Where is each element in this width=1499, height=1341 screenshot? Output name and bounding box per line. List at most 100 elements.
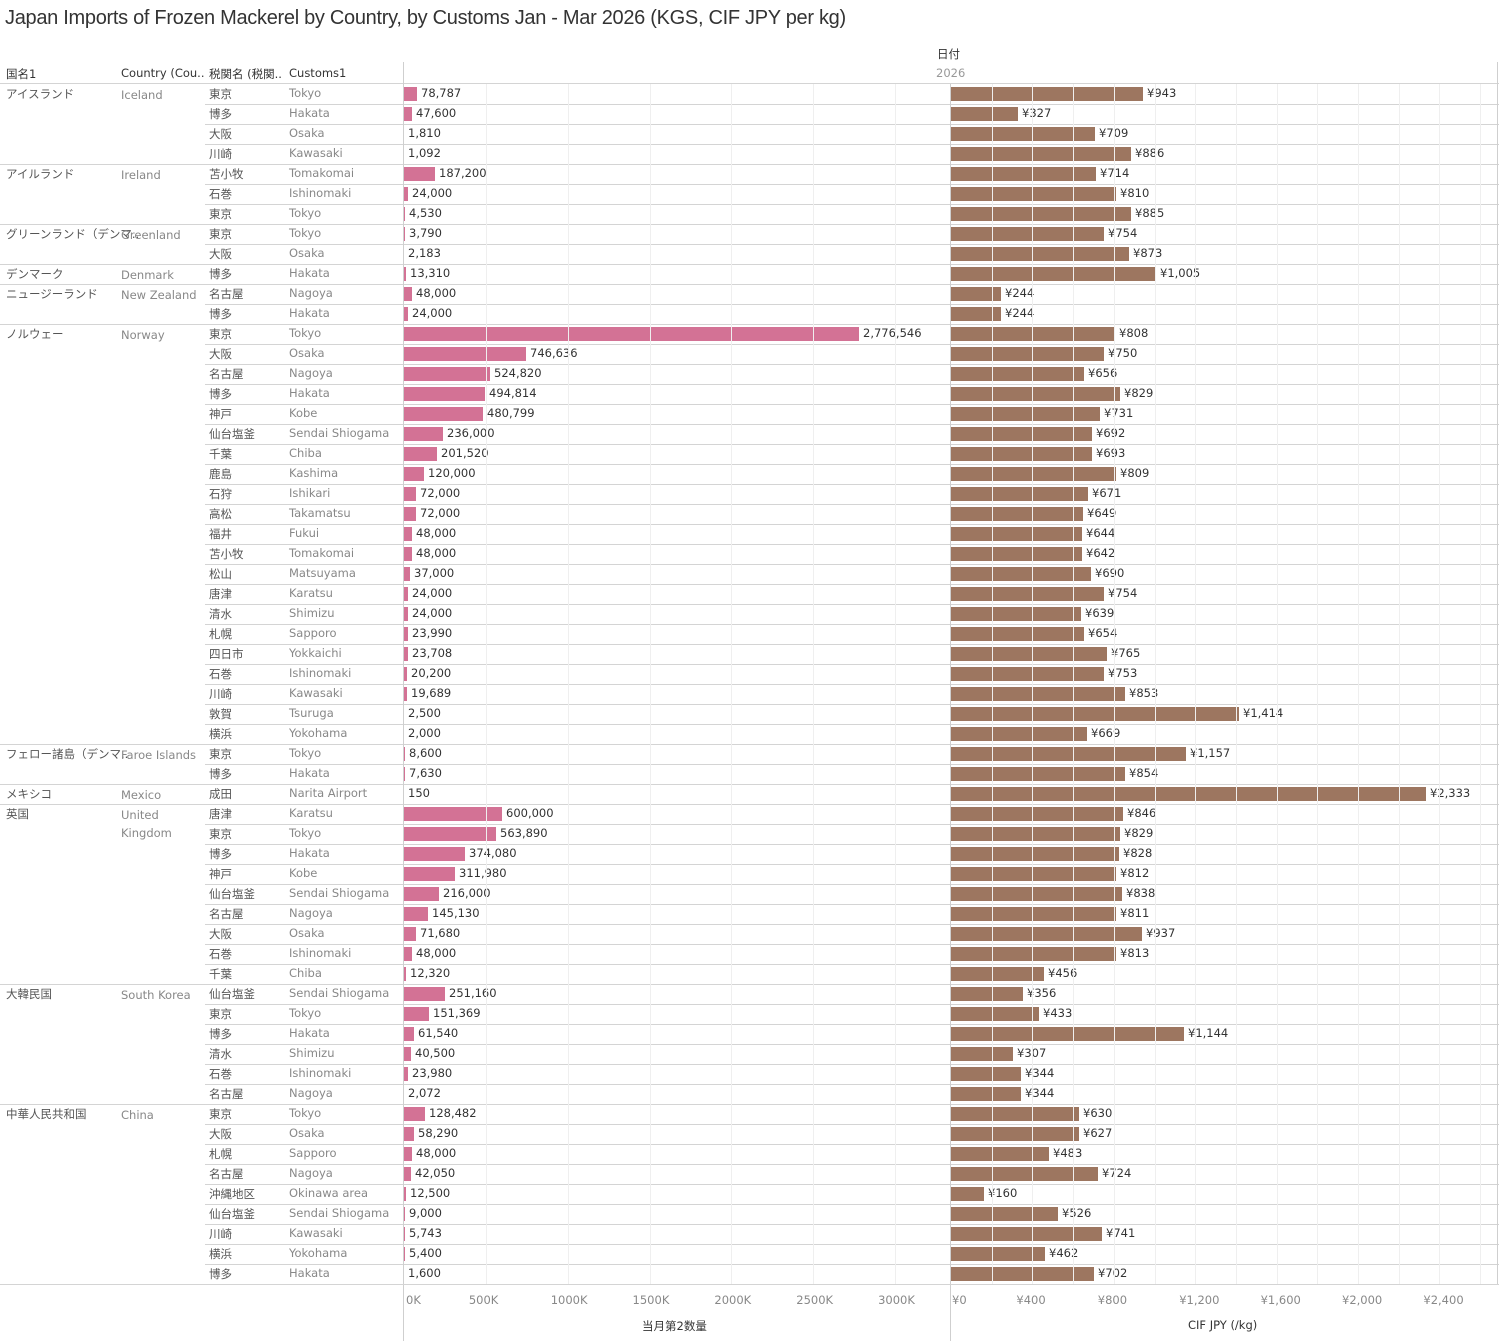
customs-jp-label[interactable]: 仙台塩釜: [209, 1207, 255, 1221]
customs-jp-label[interactable]: 敦賀: [209, 707, 232, 721]
customs-en-label[interactable]: Tokyo: [289, 226, 322, 240]
price-bar[interactable]: [951, 327, 1115, 341]
quantity-bar[interactable]: [404, 687, 407, 701]
customs-jp-label[interactable]: 四日市: [209, 647, 244, 661]
customs-en-label[interactable]: Shimizu: [289, 1046, 335, 1060]
customs-jp-label[interactable]: 博多: [209, 267, 232, 281]
customs-en-label[interactable]: Tokyo: [289, 1006, 322, 1020]
price-bar[interactable]: [951, 627, 1084, 641]
price-bar[interactable]: [951, 887, 1122, 901]
quantity-bar[interactable]: [404, 307, 408, 321]
quantity-bar[interactable]: [404, 1207, 405, 1221]
price-bar[interactable]: [951, 487, 1088, 501]
quantity-bar[interactable]: [404, 107, 412, 121]
customs-jp-label[interactable]: 大阪: [209, 1127, 232, 1141]
customs-jp-label[interactable]: 成田: [209, 787, 232, 801]
customs-jp-label[interactable]: 川崎: [209, 1227, 232, 1241]
customs-jp-label[interactable]: 石巻: [209, 187, 232, 201]
country-en-label[interactable]: Greenland: [121, 228, 181, 242]
country-jp-label[interactable]: アイスランド: [6, 87, 75, 101]
quantity-bar[interactable]: [404, 987, 445, 1001]
customs-jp-label[interactable]: 千葉: [209, 447, 232, 461]
customs-jp-label[interactable]: 博多: [209, 107, 232, 121]
customs-jp-label[interactable]: 神戸: [209, 867, 232, 881]
price-bar[interactable]: [951, 647, 1107, 661]
quantity-bar[interactable]: [404, 367, 490, 381]
customs-en-label[interactable]: Hakata: [289, 1266, 330, 1280]
customs-jp-label[interactable]: 沖縄地区: [209, 1187, 255, 1201]
price-bar[interactable]: [951, 587, 1104, 601]
quantity-bar[interactable]: [404, 447, 437, 461]
price-bar[interactable]: [951, 607, 1081, 621]
price-bar[interactable]: [951, 1167, 1098, 1181]
price-bar[interactable]: [951, 427, 1092, 441]
price-bar[interactable]: [951, 447, 1092, 461]
price-bar[interactable]: [951, 1247, 1045, 1261]
customs-jp-label[interactable]: 大阪: [209, 927, 232, 941]
country-jp-label[interactable]: フェロー諸島（デンマ..: [6, 747, 129, 761]
customs-en-label[interactable]: Sendai Shiogama: [289, 986, 390, 1000]
customs-en-label[interactable]: Tomakomai: [289, 546, 355, 560]
quantity-bar[interactable]: [404, 347, 526, 361]
quantity-bar[interactable]: [404, 967, 406, 981]
customs-en-label[interactable]: Kawasaki: [289, 146, 343, 160]
customs-en-label[interactable]: Tokyo: [289, 1106, 322, 1120]
price-bar[interactable]: [951, 827, 1120, 841]
country-jp-label[interactable]: メキシコ: [6, 787, 52, 801]
quantity-bar[interactable]: [404, 807, 502, 821]
price-bar[interactable]: [951, 127, 1095, 141]
quantity-bar[interactable]: [404, 1067, 408, 1081]
customs-en-label[interactable]: Ishinomaki: [289, 666, 352, 680]
customs-jp-label[interactable]: 名古屋: [209, 1167, 244, 1181]
customs-jp-label[interactable]: 神戸: [209, 407, 232, 421]
country-en-label[interactable]: China: [121, 1108, 154, 1122]
price-bar[interactable]: [951, 1147, 1049, 1161]
quantity-bar[interactable]: [404, 407, 483, 421]
price-bar[interactable]: [951, 847, 1119, 861]
quantity-bar[interactable]: [404, 1127, 414, 1141]
customs-en-label[interactable]: Osaka: [289, 246, 325, 260]
quantity-bar[interactable]: [404, 567, 410, 581]
quantity-bar[interactable]: [404, 1247, 405, 1261]
customs-jp-label[interactable]: 東京: [209, 827, 232, 841]
customs-jp-label[interactable]: 札幌: [209, 1147, 232, 1161]
customs-jp-label[interactable]: 清水: [209, 1047, 232, 1061]
customs-en-label[interactable]: Tokyo: [289, 326, 322, 340]
quantity-bar[interactable]: [404, 547, 412, 561]
price-bar[interactable]: [951, 1067, 1021, 1081]
customs-en-label[interactable]: Kashima: [289, 466, 339, 480]
price-bar[interactable]: [951, 1007, 1039, 1021]
quantity-bar[interactable]: [404, 427, 443, 441]
quantity-bar[interactable]: [404, 947, 412, 961]
price-bar[interactable]: [951, 1127, 1079, 1141]
quantity-bar[interactable]: [404, 167, 435, 181]
customs-en-label[interactable]: Hakata: [289, 306, 330, 320]
price-bar[interactable]: [951, 767, 1125, 781]
customs-en-label[interactable]: Shimizu: [289, 606, 335, 620]
customs-en-label[interactable]: Kawasaki: [289, 686, 343, 700]
price-bar[interactable]: [951, 467, 1116, 481]
quantity-bar[interactable]: [404, 467, 424, 481]
customs-jp-label[interactable]: 福井: [209, 527, 232, 541]
customs-jp-label[interactable]: 唐津: [209, 807, 232, 821]
price-bar[interactable]: [951, 667, 1104, 681]
price-bar[interactable]: [951, 567, 1091, 581]
customs-en-label[interactable]: Narita Airport: [289, 786, 368, 800]
country-jp-label[interactable]: 大韓民国: [6, 987, 52, 1001]
country-en-label[interactable]: Denmark: [121, 268, 174, 282]
country-en-label[interactable]: United Kingdom: [121, 808, 172, 840]
price-bar[interactable]: [951, 807, 1123, 821]
customs-jp-label[interactable]: 名古屋: [209, 1087, 244, 1101]
customs-en-label[interactable]: Nagoya: [289, 1086, 333, 1100]
customs-jp-label[interactable]: 松山: [209, 567, 232, 581]
customs-en-label[interactable]: Ishinomaki: [289, 946, 352, 960]
customs-en-label[interactable]: Fukui: [289, 526, 320, 540]
country-en-label[interactable]: Mexico: [121, 788, 162, 802]
customs-en-label[interactable]: Hakata: [289, 1026, 330, 1040]
price-bar[interactable]: [951, 1267, 1094, 1281]
quantity-bar[interactable]: [404, 1147, 412, 1161]
country-en-label[interactable]: Iceland: [121, 88, 163, 102]
quantity-bar[interactable]: [404, 187, 408, 201]
customs-en-label[interactable]: Sendai Shiogama: [289, 886, 390, 900]
customs-en-label[interactable]: Tokyo: [289, 826, 322, 840]
